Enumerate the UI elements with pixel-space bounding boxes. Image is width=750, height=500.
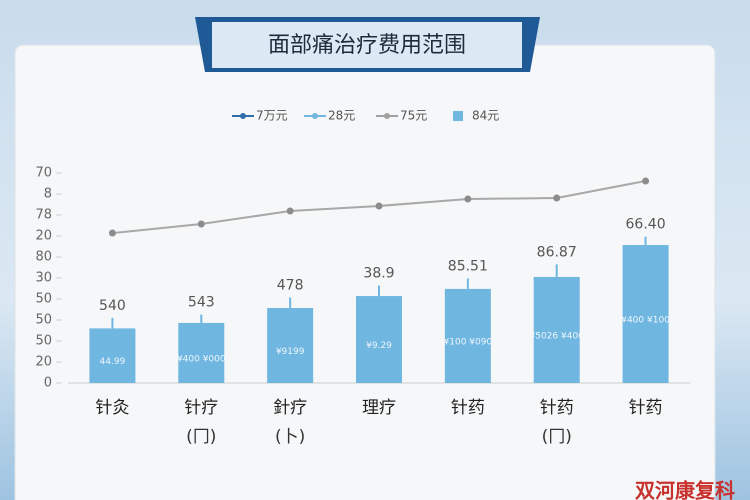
x-tick-label: 針疗 bbox=[273, 398, 307, 418]
bar-top-label: 38.9 bbox=[363, 266, 394, 282]
x-tick-label: 针药 bbox=[629, 398, 663, 418]
x-tick-label: 针疗 bbox=[184, 398, 218, 418]
x-tick-sublabel: (冂) bbox=[186, 427, 216, 447]
y-tick-label: 0 bbox=[44, 376, 52, 391]
title-panel bbox=[212, 22, 522, 68]
bar-top-label: 478 bbox=[277, 278, 304, 294]
line-point bbox=[197, 220, 205, 228]
bar-top-label: 66.40 bbox=[626, 217, 666, 233]
bar-inner-label: ¥400 ¥000 bbox=[177, 354, 226, 364]
legend-label: 28元 bbox=[328, 109, 355, 123]
bar-top-label: 85.51 bbox=[448, 258, 488, 274]
bar bbox=[444, 288, 491, 383]
bar bbox=[356, 296, 402, 383]
x-tick-label: 针药 bbox=[451, 398, 485, 418]
bar-inner-label: ¥5026 ¥400 bbox=[530, 331, 585, 341]
y-tick-label: 50 bbox=[35, 292, 52, 307]
bar bbox=[622, 245, 669, 383]
chart-title: 面部痛治疗费用范围 bbox=[268, 33, 466, 58]
y-tick-label: 78 bbox=[35, 208, 52, 223]
x-tick-label: 针药 bbox=[540, 398, 574, 418]
x-tick-sublabel: (卜) bbox=[275, 427, 305, 447]
legend-label: 75元 bbox=[400, 109, 427, 123]
line-point bbox=[286, 207, 294, 215]
y-tick-label: 50 bbox=[35, 334, 52, 349]
y-tick-label: 50 bbox=[35, 313, 52, 328]
legend-label: 84元 bbox=[472, 109, 499, 123]
bar bbox=[267, 308, 314, 383]
bar-inner-label: 44.99 bbox=[100, 357, 126, 367]
bar-top-label: 86.87 bbox=[537, 244, 577, 260]
legend-dot bbox=[384, 113, 390, 119]
y-tick-label: 30 bbox=[35, 271, 52, 286]
x-tick-label: 针灸 bbox=[95, 398, 129, 418]
line-point bbox=[642, 177, 650, 185]
y-tick-label: 80 bbox=[35, 250, 52, 265]
y-tick-label: 8 bbox=[44, 187, 52, 202]
bar-top-label: 540 bbox=[99, 298, 126, 314]
legend-swatch bbox=[453, 111, 463, 121]
y-tick-label: 70 bbox=[35, 166, 52, 181]
line-point bbox=[108, 229, 116, 237]
legend-label: 7万元 bbox=[256, 109, 288, 123]
line-point bbox=[553, 194, 561, 202]
bar-inner-label: ¥9.29 bbox=[366, 341, 392, 351]
legend-dot bbox=[240, 113, 246, 119]
line-point bbox=[375, 202, 383, 210]
legend-dot bbox=[312, 113, 318, 119]
x-tick-sublabel: (冂) bbox=[542, 427, 572, 447]
bar-inner-label: ¥9199 bbox=[276, 347, 305, 357]
x-tick-label: 理疗 bbox=[362, 398, 396, 418]
bar-inner-label: ¥400 ¥100 bbox=[621, 316, 670, 326]
bar-inner-label: ¥100 ¥090 bbox=[444, 337, 493, 347]
y-tick-label: 20 bbox=[35, 355, 52, 370]
bar-top-label: 543 bbox=[188, 295, 215, 311]
watermark: 双河康复科 bbox=[635, 479, 735, 500]
line-point bbox=[464, 195, 472, 203]
bar bbox=[89, 328, 136, 383]
bar bbox=[178, 322, 225, 383]
y-tick-label: 20 bbox=[35, 229, 52, 244]
bar bbox=[533, 276, 580, 383]
